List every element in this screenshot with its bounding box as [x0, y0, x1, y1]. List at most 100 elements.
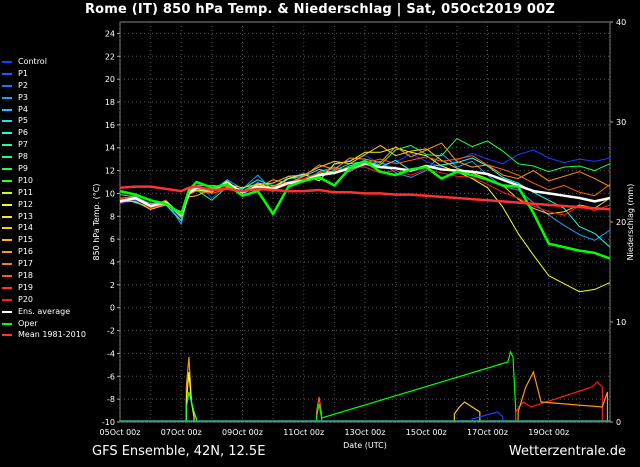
y-tick-label: 20 — [105, 75, 115, 84]
y-tick-label: 10 — [105, 189, 115, 198]
legend-swatch — [2, 156, 12, 159]
legend-label: P18 — [18, 271, 34, 281]
legend-label: P5 — [18, 116, 28, 126]
legend-item: P19 — [2, 282, 86, 294]
legend-swatch — [2, 96, 12, 99]
y-tick-label: 14 — [105, 144, 115, 153]
legend-swatch — [2, 263, 12, 266]
legend-swatch — [2, 203, 12, 206]
legend-item: Ens. average — [2, 306, 86, 318]
legend-label: P13 — [18, 211, 34, 221]
precip-series — [514, 381, 603, 422]
y2-tick-label: 0 — [616, 418, 621, 427]
legend-swatch — [2, 298, 12, 301]
y-tick-label: 8 — [110, 212, 115, 221]
legend-item: P15 — [2, 234, 86, 246]
y-tick-label: 12 — [105, 167, 115, 176]
legend-label: P16 — [18, 247, 34, 257]
x-tick-label: 15Oct 00z — [406, 428, 447, 437]
legend-label: Ens. average — [18, 306, 71, 316]
y2-tick-label: 40 — [616, 18, 626, 27]
legend-item: P12 — [2, 199, 86, 211]
legend-label: P7 — [18, 140, 28, 150]
legend-item: P20 — [2, 294, 86, 306]
legend-item: P17 — [2, 258, 86, 270]
y-tick-label: -4 — [107, 349, 115, 358]
legend-swatch — [2, 286, 12, 289]
legend-label: P20 — [18, 294, 34, 304]
x-tick-label: 17Oct 00z — [467, 428, 508, 437]
legend-swatch — [2, 120, 12, 123]
legend-swatch — [2, 84, 12, 87]
x-axis-label: Date (UTC) — [343, 441, 387, 450]
y-tick-label: 22 — [105, 52, 115, 61]
precip-series — [185, 391, 198, 422]
y2-axis-label: Niederschlag (mm) — [626, 184, 635, 261]
legend-item: P11 — [2, 187, 86, 199]
y2-tick-label: 30 — [616, 118, 626, 127]
legend-swatch — [2, 239, 12, 242]
legend-item: Oper — [2, 318, 86, 330]
y2-tick-label: 20 — [616, 218, 626, 227]
legend-label: P3 — [18, 92, 28, 102]
legend-label: P4 — [18, 104, 28, 114]
y-tick-label: 2 — [110, 281, 115, 290]
legend-item: P8 — [2, 151, 86, 163]
legend-label: P17 — [18, 259, 34, 269]
legend-item: Mean 1981-2010 — [2, 329, 86, 341]
legend-item: P10 — [2, 175, 86, 187]
y-tick-label: -2 — [107, 327, 115, 336]
legend-label: P1 — [18, 68, 28, 78]
x-tick-label: 05Oct 00z — [100, 428, 141, 437]
legend-item: P4 — [2, 104, 86, 116]
legend-label: P12 — [18, 199, 34, 209]
legend-item: P5 — [2, 115, 86, 127]
legend-label: P15 — [18, 235, 34, 245]
y-axis-label: 850 hPa Temp. (°C) — [92, 183, 101, 260]
y2-tick-label: 10 — [616, 318, 626, 327]
legend-label: P11 — [18, 187, 34, 197]
legend-swatch — [2, 310, 12, 313]
legend-label: P10 — [18, 175, 34, 185]
legend-label: Control — [18, 57, 47, 66]
legend-swatch — [2, 167, 12, 170]
legend-label: P19 — [18, 282, 34, 292]
legend-label: Oper — [18, 318, 38, 328]
legend-swatch — [2, 179, 12, 182]
precip-series — [315, 350, 517, 422]
legend-label: Mean 1981-2010 — [18, 330, 86, 340]
legend-item: P18 — [2, 270, 86, 282]
legend-item: P16 — [2, 246, 86, 258]
legend-swatch — [2, 227, 12, 230]
legend-swatch — [2, 108, 12, 111]
legend-swatch — [2, 334, 12, 337]
legend-swatch — [2, 60, 12, 63]
x-tick-label: 13Oct 00z — [345, 428, 386, 437]
y-tick-label: 4 — [110, 258, 115, 267]
y-tick-label: -6 — [107, 372, 115, 381]
y-tick-label: 0 — [110, 304, 115, 313]
legend-swatch — [2, 132, 12, 135]
legend-swatch — [2, 322, 12, 325]
legend-item: P1 — [2, 68, 86, 80]
legend-item: P9 — [2, 163, 86, 175]
y-tick-label: 6 — [110, 235, 115, 244]
precip-series — [453, 401, 481, 422]
chart-title: Rome (IT) 850 hPa Temp. & Niederschlag |… — [84, 2, 556, 17]
legend: Control P1 P2 P3 P4 P5 P6 P7 P8 P9 P10 P11 P12 P13 P14… — [2, 56, 86, 341]
y-tick-label: -8 — [107, 395, 115, 404]
precip-series — [471, 411, 504, 422]
x-tick-label: 19Oct 00z — [528, 428, 569, 437]
legend-item: P3 — [2, 92, 86, 104]
legend-swatch — [2, 191, 12, 194]
legend-item: P14 — [2, 222, 86, 234]
legend-item: P13 — [2, 211, 86, 223]
precip-series — [517, 370, 609, 422]
y-tick-label: 16 — [105, 121, 115, 130]
x-tick-label: 07Oct 00z — [161, 428, 202, 437]
legend-item: P2 — [2, 80, 86, 92]
x-tick-label: 09Oct 00z — [222, 428, 263, 437]
y-tick-label: 18 — [105, 98, 115, 107]
